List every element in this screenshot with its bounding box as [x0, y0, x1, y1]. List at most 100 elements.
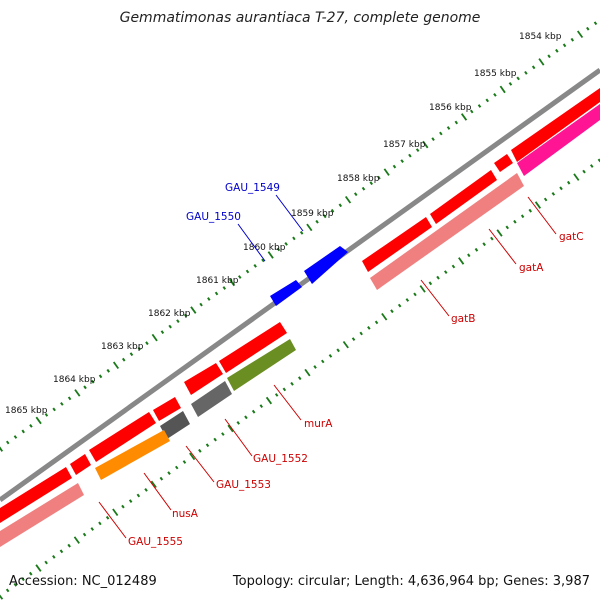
outer-scale-tick	[29, 424, 33, 428]
inner-scale-tick	[534, 201, 542, 209]
outer-scale-tick	[415, 148, 420, 152]
inner-scale-tick	[428, 281, 433, 286]
gene-GAU_1549[interactable]	[304, 246, 348, 284]
inner-scale-tick	[573, 173, 580, 181]
kbp-label-1856: 1856 kbp	[429, 103, 472, 113]
cds-gatB[interactable]	[362, 217, 432, 272]
inner-scale-tick	[105, 515, 110, 520]
outer-scale-tick	[207, 297, 211, 301]
outer-scale-tick	[524, 70, 528, 75]
outer-scale-tick	[176, 319, 180, 323]
inner-scale-tick	[390, 309, 394, 314]
bar-gatA[interactable]	[370, 173, 524, 290]
kbp-label-1858: 1858 kbp	[337, 174, 380, 184]
label-GAU_1549: GAU_1549	[225, 182, 280, 194]
inner-scale-tick	[121, 504, 125, 509]
outer-scale-tick	[67, 396, 72, 401]
inner-scale-tick	[451, 264, 456, 269]
outer-scale-tick	[112, 361, 120, 370]
leader-GAU_1550	[237, 223, 266, 262]
cds-murA[interactable]	[219, 322, 287, 373]
inner-scale-tick	[474, 247, 479, 252]
inner-scale-tick	[467, 253, 471, 258]
inner-scale-tick	[597, 158, 600, 163]
label-GAU_1555: GAU_1555	[128, 536, 183, 548]
outer-scale-tick	[547, 54, 551, 59]
kbp-label-1861: 1861 kbp	[196, 276, 239, 286]
inner-labels: gatC gatA gatB murA GAU_1552 GAU_1553 nu…	[128, 231, 584, 548]
inner-scale-tick	[175, 465, 179, 470]
inner-scale-tick	[159, 476, 164, 481]
outer-scale-tick	[353, 192, 358, 197]
bar-gatC[interactable]	[517, 104, 600, 176]
outer-scale-tick	[21, 429, 25, 434]
outer-scale-tick	[253, 264, 257, 268]
bar-GAU_1552[interactable]	[191, 381, 232, 417]
inner-scale-tick	[274, 393, 279, 397]
outer-scale-tick	[538, 58, 545, 66]
inner-scale-tick	[482, 242, 486, 247]
leader-gatA	[488, 228, 517, 265]
kbp-label-1864: 1864 kbp	[53, 375, 96, 385]
inner-scale-tick	[367, 326, 371, 330]
label-GAU_1552: GAU_1552	[253, 453, 308, 465]
outer-scale-tick	[190, 306, 197, 314]
outer-scale-tick	[338, 203, 343, 208]
outer-scale-tick	[477, 104, 482, 108]
inner-scale-tick	[566, 180, 571, 185]
inner-scale-tick	[374, 320, 379, 325]
cds-nusA[interactable]	[89, 412, 156, 462]
outer-scale-tick	[555, 48, 559, 53]
cds-GAU_1552[interactable]	[184, 363, 223, 395]
cds-gatA[interactable]	[430, 170, 497, 224]
gene-GAU_1550[interactable]	[270, 280, 302, 306]
leader-gatB	[420, 279, 450, 317]
outer-scale-tick	[377, 175, 381, 180]
outer-scale-tick	[35, 416, 42, 425]
cds-GAU_1554[interactable]	[70, 454, 91, 475]
inner-scale-tick	[128, 499, 133, 503]
kbp-label-1865: 1865 kbp	[5, 406, 48, 416]
inner-scale-tick	[528, 208, 533, 213]
cds-GAU_1555[interactable]	[0, 467, 72, 523]
inner-scale-tick	[144, 488, 148, 492]
inner-scale-tick	[559, 186, 563, 191]
bar-nusA[interactable]	[95, 430, 170, 480]
inner-scale-tick	[259, 404, 264, 408]
cds-GAU_1553[interactable]	[153, 397, 181, 421]
bar-murA[interactable]	[227, 339, 296, 391]
outer-scale-tick	[422, 140, 429, 149]
inner-scale-tick	[0, 594, 4, 600]
outer-scale-tick	[593, 21, 598, 26]
bar-GAU_1553[interactable]	[160, 411, 190, 439]
outer-scale-tick	[160, 330, 165, 334]
inner-scale-tick	[90, 527, 95, 531]
inner-scale-tick	[251, 409, 256, 414]
bar-GAU_1555[interactable]	[0, 483, 84, 547]
inner-scale-tick	[328, 354, 333, 358]
inner-scale-tick	[112, 508, 119, 517]
outer-scale-tick	[74, 389, 81, 397]
cds-gatC[interactable]	[511, 88, 600, 162]
outer-scale-tick	[5, 440, 10, 445]
label-GAU_1550: GAU_1550	[186, 211, 241, 223]
outer-scale-tick	[400, 159, 404, 163]
outer-scale-tick	[323, 214, 327, 219]
outer-scale-tick	[261, 258, 265, 263]
inner-scale-tick	[359, 331, 363, 336]
outer-scale-tick	[44, 413, 49, 417]
inner-scale-tick	[443, 270, 448, 274]
inner-scale-tick	[505, 225, 510, 230]
inner-scale-tick	[213, 437, 217, 442]
outer-scale-tick	[576, 30, 584, 39]
accession-label: Accession: NC_012489	[9, 574, 157, 589]
inner-scale-tick	[297, 376, 302, 381]
outer-scale-tick	[586, 26, 590, 31]
outer-scale-tick	[562, 43, 567, 48]
label-murA: murA	[304, 418, 333, 430]
outer-scale-tick	[361, 186, 366, 191]
inner-scale-tick	[589, 164, 594, 168]
kbp-label-1854: 1854 kbp	[519, 32, 562, 42]
cds-gatC-small[interactable]	[494, 154, 513, 172]
outer-scale-tick	[222, 286, 227, 290]
